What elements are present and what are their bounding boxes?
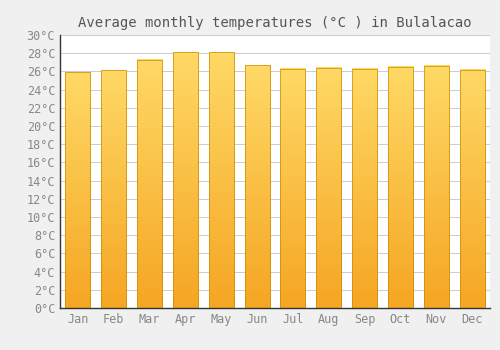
Bar [388,67,413,308]
Title: Average monthly temperatures (°C ) in Bulalacao: Average monthly temperatures (°C ) in Bu… [78,16,472,30]
Bar [460,70,484,308]
Bar [352,69,377,308]
Bar [173,52,198,308]
Bar [66,72,90,308]
Bar [101,70,126,308]
Bar [244,65,270,308]
Bar [424,66,449,308]
Bar [280,69,305,308]
Bar [137,60,162,308]
Bar [208,52,234,308]
Bar [316,68,342,308]
